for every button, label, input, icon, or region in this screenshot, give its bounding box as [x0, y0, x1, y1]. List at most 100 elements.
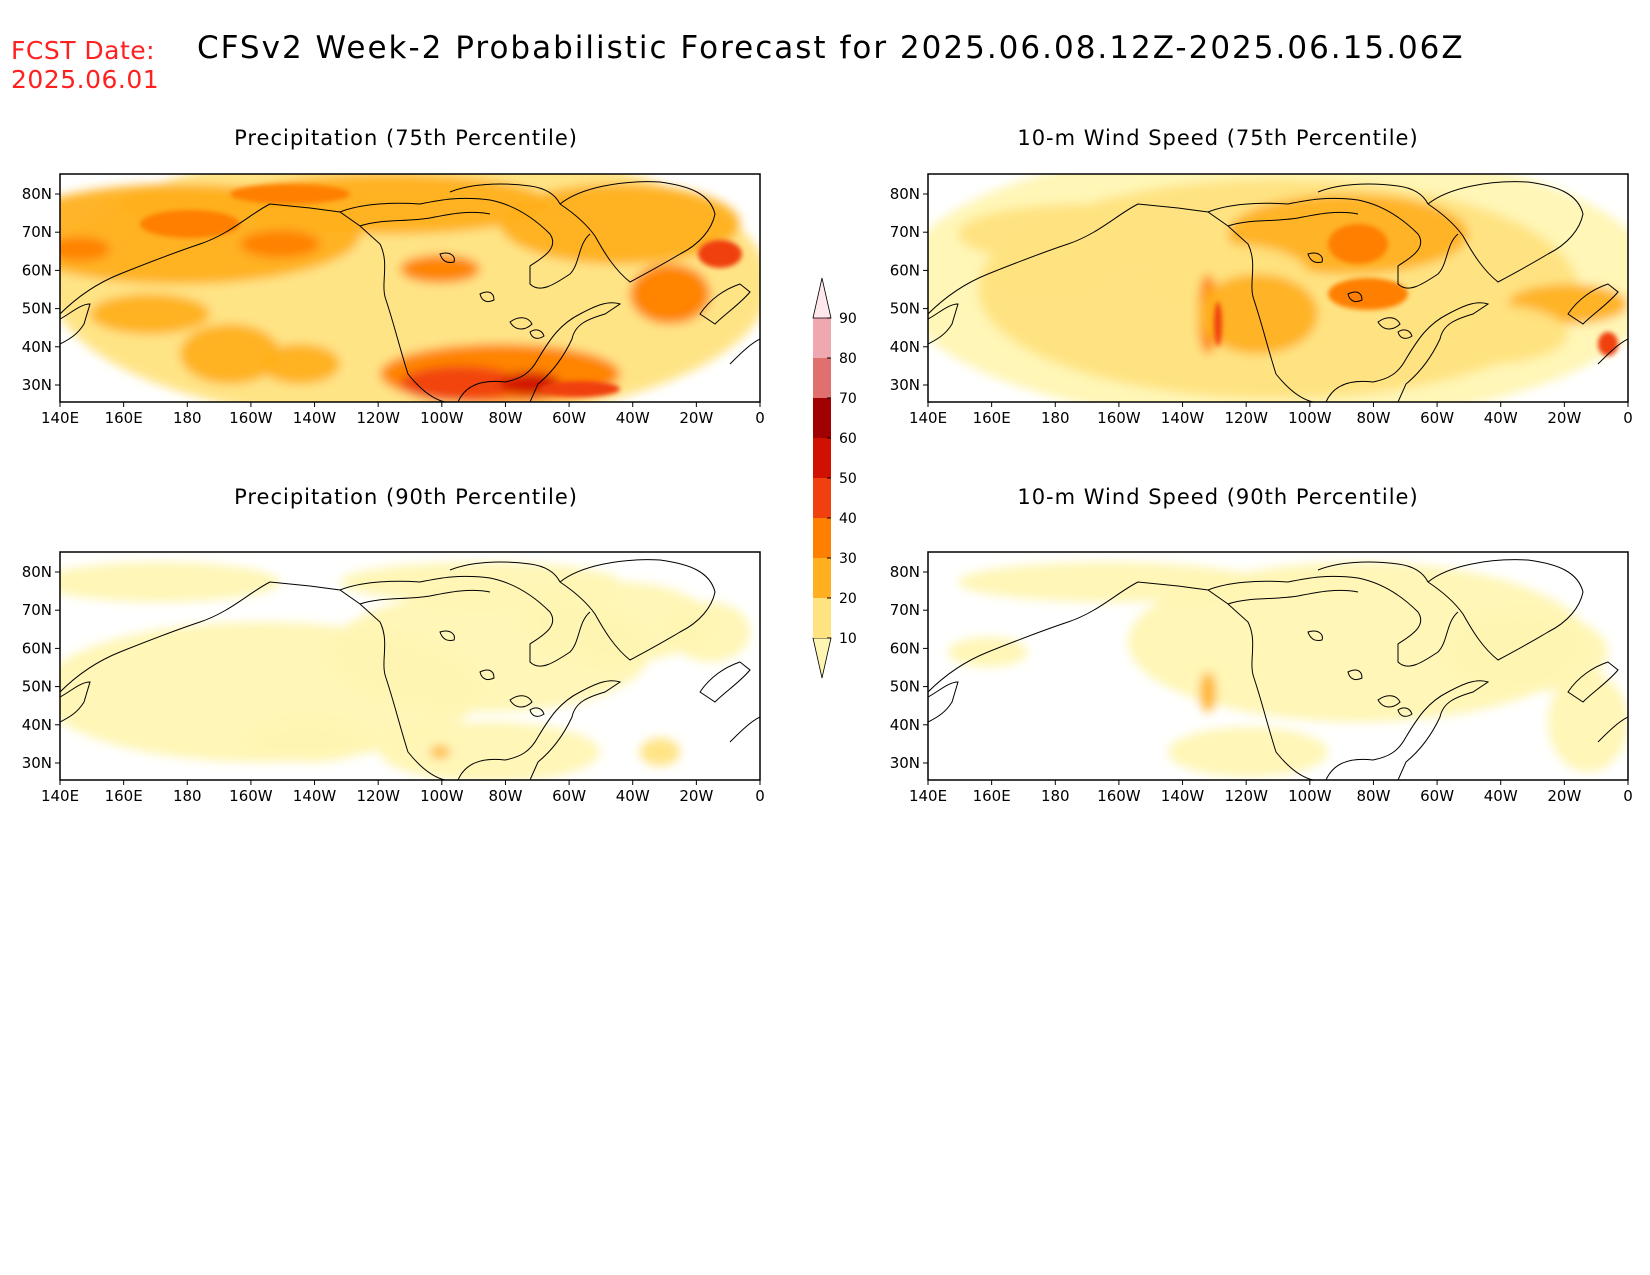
- map-frame: [59, 173, 761, 403]
- lon-tick-label: 140W: [1161, 787, 1205, 805]
- lon-tick-label: 140E: [909, 787, 947, 805]
- lat-tick-label: 30N: [890, 754, 920, 772]
- lon-tick-label: 100W: [1288, 787, 1332, 805]
- lon-tick-label: 0: [755, 787, 765, 805]
- lon-tick-label: 20W: [1547, 787, 1581, 805]
- colorbar: 10 20 30 40 50 60 70 80 90: [812, 277, 857, 679]
- lon-tick-label: 40W: [1484, 409, 1518, 427]
- lon-tick-label: 160W: [229, 787, 273, 805]
- lon-tick-label: 140W: [293, 409, 337, 427]
- lon-tick-label: 80W: [1356, 409, 1390, 427]
- lat-tick-label: 70N: [890, 601, 920, 619]
- lon-tick-label: 0: [1623, 787, 1633, 805]
- colorbar-swatch: [813, 358, 831, 398]
- lon-tick-label: 180: [1041, 409, 1070, 427]
- lat-tick-label: 60N: [890, 639, 920, 657]
- lat-tick-label: 60N: [22, 639, 52, 657]
- lon-tick-label: 80W: [1356, 787, 1390, 805]
- lon-tick-label: 160W: [1097, 409, 1141, 427]
- lon-tick-label: 60W: [1420, 409, 1454, 427]
- colorbar-label: 20: [839, 591, 857, 607]
- lat-tick-label: 70N: [22, 601, 52, 619]
- page-title: CFSv2 Week-2 Probabilistic Forecast for …: [197, 30, 1465, 66]
- lat-tick-label: 50N: [22, 678, 52, 696]
- lon-tick-label: 180: [173, 787, 202, 805]
- lon-tick-label: 60W: [1420, 787, 1454, 805]
- lat-tick-label: 40N: [890, 338, 920, 356]
- forecast-date-block: FCST Date: 2025.06.01: [11, 36, 159, 94]
- lat-tick-label: 60N: [22, 261, 52, 279]
- colorbar-label: 70: [839, 391, 857, 407]
- lon-tick-label: 120W: [356, 787, 400, 805]
- lon-tick-label: 160E: [973, 409, 1011, 427]
- lon-tick-label: 40W: [616, 787, 650, 805]
- lon-tick-label: 140E: [909, 409, 947, 427]
- lon-tick-label: 160E: [973, 787, 1011, 805]
- colorbar-swatch: [813, 558, 831, 598]
- lon-tick-label: 120W: [1224, 787, 1268, 805]
- lat-tick-label: 40N: [22, 338, 52, 356]
- lon-tick-label: 60W: [552, 409, 586, 427]
- lon-tick-label: 0: [1623, 409, 1633, 427]
- colorbar-swatch: [812, 277, 832, 319]
- lat-tick-label: 50N: [22, 300, 52, 318]
- panel-title-wind-90: 10-m Wind Speed (90th Percentile): [1017, 485, 1419, 509]
- lat-tick-label: 80N: [22, 563, 52, 581]
- lat-tick-label: 70N: [22, 223, 52, 241]
- lon-tick-label: 140W: [293, 787, 337, 805]
- colorbar-swatch: [813, 518, 831, 558]
- lon-tick-label: 120W: [1224, 409, 1268, 427]
- lat-tick-label: 50N: [890, 678, 920, 696]
- lon-tick-label: 100W: [420, 409, 464, 427]
- wind-90-map: 140E 160E 180 160W 140W 120W 100W 80W 60W 40W 20W 0…: [890, 551, 1633, 805]
- wind-75-map: 140E 160E 180 160W 140W 120W 100W 80W 60W 40W 20W 0…: [890, 173, 1633, 427]
- lat-tick-label: 80N: [890, 185, 920, 203]
- lat-tick-label: 70N: [890, 223, 920, 241]
- lat-tick-label: 80N: [890, 563, 920, 581]
- colorbar-swatch: [813, 318, 831, 358]
- lat-tick-label: 40N: [22, 716, 52, 734]
- lon-tick-label: 20W: [679, 787, 713, 805]
- forecast-date-label: FCST Date:: [11, 36, 156, 65]
- precip-75-map: 140E 160E 180 160W 140W 120W 100W 80W 60W 40W 20W 0…: [22, 173, 765, 427]
- panel-title-precip-90: Precipitation (90th Percentile): [234, 485, 578, 509]
- lon-tick-label: 20W: [679, 409, 713, 427]
- colorbar-label: 60: [839, 431, 857, 447]
- lat-tick-label: 80N: [22, 185, 52, 203]
- colorbar-label: 90: [839, 311, 857, 327]
- panel-title-wind-75: 10-m Wind Speed (75th Percentile): [1017, 126, 1419, 150]
- lat-tick-label: 30N: [22, 754, 52, 772]
- lat-tick-label: 30N: [890, 376, 920, 394]
- map-frame: [59, 551, 761, 781]
- lon-tick-label: 160W: [229, 409, 273, 427]
- lon-tick-label: 180: [173, 409, 202, 427]
- colorbar-swatch: [813, 478, 831, 518]
- colorbar-label: 40: [839, 511, 857, 527]
- colorbar-label: 30: [839, 551, 857, 567]
- lon-tick-label: 40W: [1484, 787, 1518, 805]
- map-frame: [927, 173, 1629, 403]
- colorbar-swatch: [812, 637, 832, 679]
- lon-tick-label: 40W: [616, 409, 650, 427]
- lon-tick-label: 120W: [356, 409, 400, 427]
- forecast-date-value: 2025.06.01: [11, 65, 160, 94]
- lat-tick-label: 40N: [890, 716, 920, 734]
- colorbar-label: 80: [839, 351, 857, 367]
- lon-tick-label: 80W: [488, 787, 522, 805]
- lon-tick-label: 0: [755, 409, 765, 427]
- lon-tick-label: 20W: [1547, 409, 1581, 427]
- lon-tick-label: 140W: [1161, 409, 1205, 427]
- lat-tick-label: 60N: [890, 261, 920, 279]
- lon-tick-label: 80W: [488, 409, 522, 427]
- lat-tick-label: 50N: [890, 300, 920, 318]
- lat-tick-label: 30N: [22, 376, 52, 394]
- map-frame: [927, 551, 1629, 781]
- colorbar-label: 10: [839, 631, 857, 647]
- lon-tick-label: 160W: [1097, 787, 1141, 805]
- lon-tick-label: 100W: [1288, 409, 1332, 427]
- colorbar-swatch: [813, 598, 831, 638]
- precip-90-map: 140E 160E 180 160W 140W 120W 100W 80W 60W 40W 20W 0…: [22, 551, 765, 805]
- lon-tick-label: 180: [1041, 787, 1070, 805]
- lon-tick-label: 160E: [105, 787, 143, 805]
